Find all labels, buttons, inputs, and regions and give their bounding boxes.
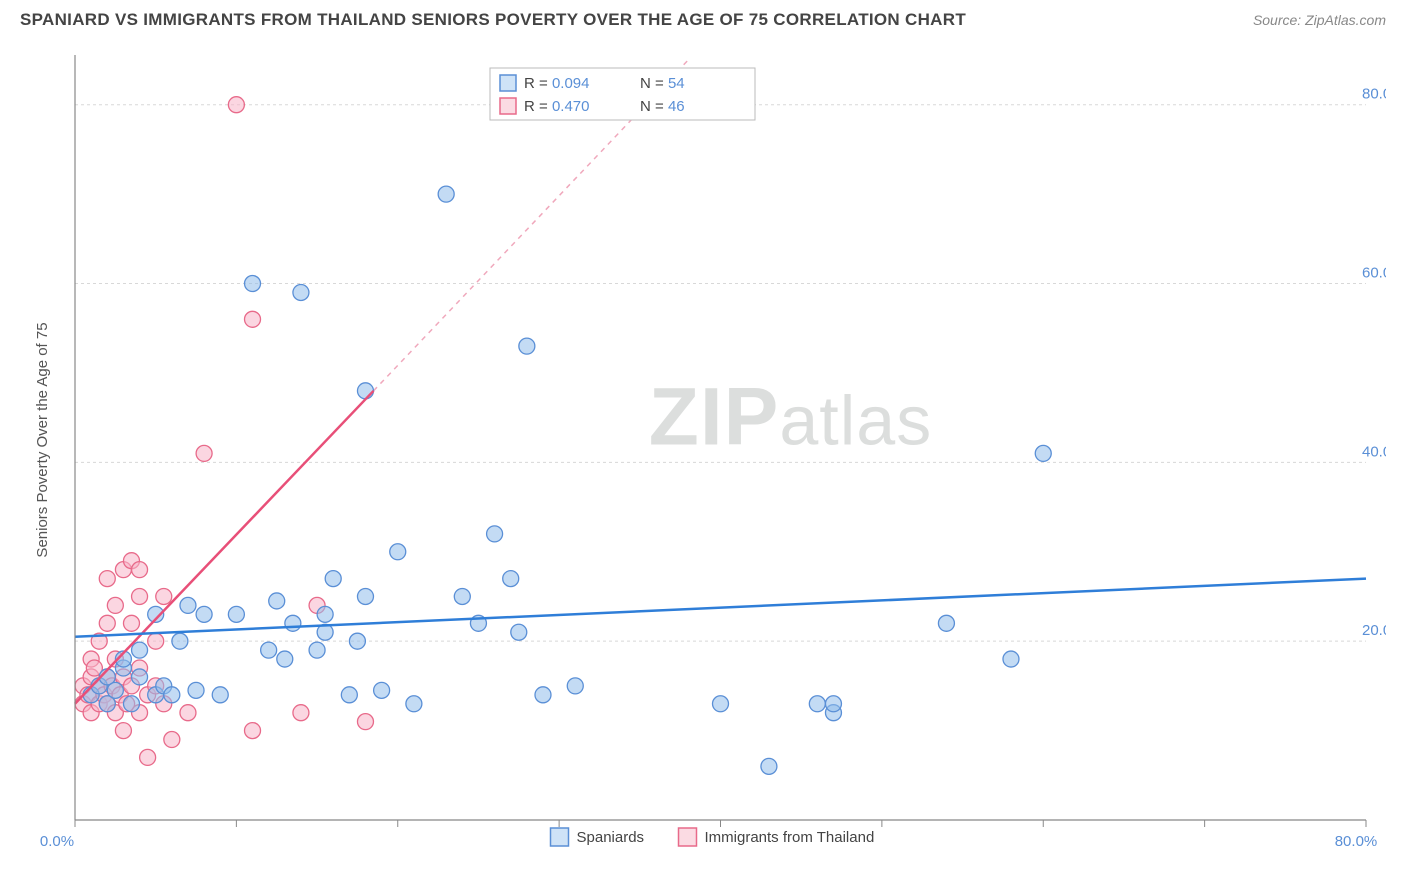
data-point (519, 338, 535, 354)
trendline-blue (75, 579, 1366, 637)
legend-swatch-blue (500, 75, 516, 91)
data-point (713, 696, 729, 712)
data-point (357, 714, 373, 730)
chart-source: Source: ZipAtlas.com (1253, 12, 1386, 28)
data-point (180, 705, 196, 721)
y-tick-label: 80.0% (1362, 86, 1386, 103)
data-point (107, 682, 123, 698)
data-point (374, 682, 390, 698)
data-point (293, 284, 309, 300)
watermark: ZIPatlas (649, 371, 932, 462)
data-point (1003, 651, 1019, 667)
data-point (406, 696, 422, 712)
legend-label: Spaniards (577, 829, 645, 846)
data-point (511, 624, 527, 640)
data-point (357, 383, 373, 399)
data-point (277, 651, 293, 667)
chart-title: SPANIARD VS IMMIGRANTS FROM THAILAND SEN… (20, 10, 966, 30)
data-point (172, 633, 188, 649)
data-point (567, 678, 583, 694)
data-point (245, 723, 261, 739)
trendline-pink (75, 391, 374, 704)
data-point (245, 311, 261, 327)
data-point (132, 588, 148, 604)
data-point (285, 615, 301, 631)
data-point (390, 544, 406, 560)
data-point (503, 571, 519, 587)
y-tick-label: 20.0% (1362, 622, 1386, 639)
data-point (196, 445, 212, 461)
data-point (196, 606, 212, 622)
legend-r-blue: R = 0.094 (524, 75, 589, 92)
data-point (535, 687, 551, 703)
data-point (132, 669, 148, 685)
data-point (132, 642, 148, 658)
legend-label: Immigrants from Thailand (705, 829, 875, 846)
data-point (164, 687, 180, 703)
x-max-label: 80.0% (1335, 833, 1378, 850)
data-point (123, 696, 139, 712)
data-point (156, 588, 172, 604)
data-point (269, 593, 285, 609)
data-point (293, 705, 309, 721)
scatter-chart: ZIPatlas 0.0% 80.0% 20.0% 40.0% 60.0% 80.0% Sen… (20, 40, 1386, 872)
data-point (809, 696, 825, 712)
chart-container: ZIPatlas 0.0% 80.0% 20.0% 40.0% 60.0% 80.0% Sen… (20, 40, 1386, 872)
y-tick-label: 60.0% (1362, 265, 1386, 282)
legend-n-blue: N = 54 (640, 75, 685, 92)
x-min-label: 0.0% (40, 833, 74, 850)
legend-swatch (679, 828, 697, 846)
data-point (309, 642, 325, 658)
data-point (349, 633, 365, 649)
data-point (180, 597, 196, 613)
legend-r-pink: R = 0.470 (524, 98, 589, 115)
data-point (454, 588, 470, 604)
data-point (115, 723, 131, 739)
data-point (123, 615, 139, 631)
data-point (140, 749, 156, 765)
data-point (228, 606, 244, 622)
legend-swatch-pink (500, 98, 516, 114)
data-point (245, 276, 261, 292)
data-point (938, 615, 954, 631)
series-legend: Spaniards Immigrants from Thailand (551, 828, 875, 846)
y-axis-title: Seniors Poverty Over the Age of 75 (34, 322, 51, 557)
data-point (132, 562, 148, 578)
data-point (164, 732, 180, 748)
data-point (107, 597, 123, 613)
data-point (212, 687, 228, 703)
data-point (761, 758, 777, 774)
data-point (438, 186, 454, 202)
data-point (1035, 445, 1051, 461)
data-point (148, 633, 164, 649)
data-point (825, 696, 841, 712)
legend-swatch (551, 828, 569, 846)
y-tick-label: 40.0% (1362, 443, 1386, 460)
data-point (261, 642, 277, 658)
data-point (325, 571, 341, 587)
data-point (341, 687, 357, 703)
data-point (188, 682, 204, 698)
data-point (317, 606, 333, 622)
legend-n-pink: N = 46 (640, 98, 685, 115)
data-point (99, 571, 115, 587)
data-point (99, 615, 115, 631)
data-point (487, 526, 503, 542)
data-point (357, 588, 373, 604)
data-point (228, 97, 244, 113)
